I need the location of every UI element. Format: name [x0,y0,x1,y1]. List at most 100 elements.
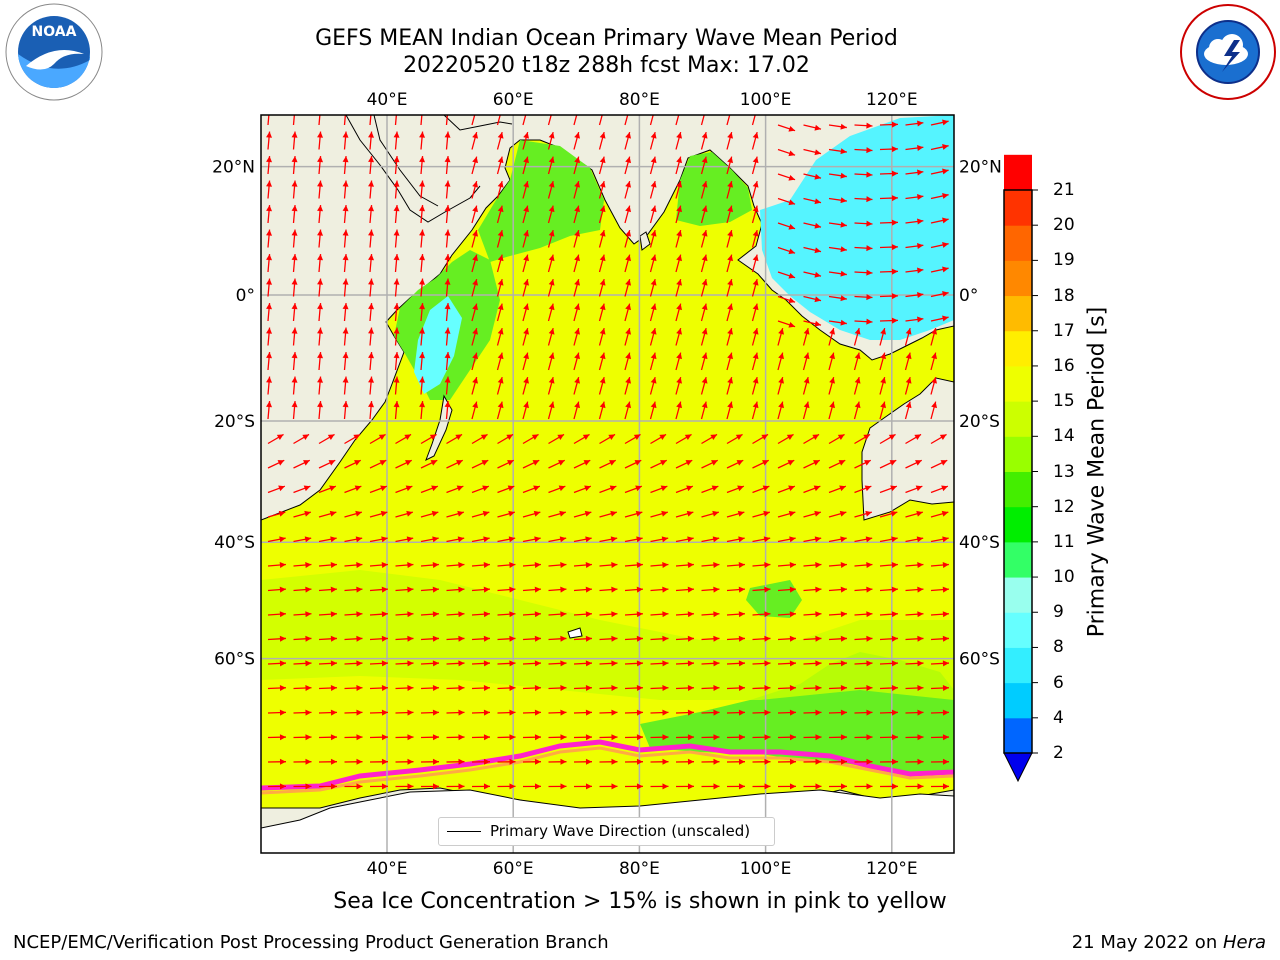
wave-arrow-head [483,536,490,543]
wave-arrow-head [866,709,873,716]
wave-arrow-head [279,734,286,741]
wave-arrow-head [508,510,515,517]
wave-arrow [751,115,756,126]
wave-arrow-head [863,434,871,441]
wave-arrow-head [432,783,439,790]
wave-arrow-head [941,510,949,517]
wave-arrow-head [574,328,581,335]
wave-arrow-head [866,269,873,276]
wave-arrow-head [278,510,286,517]
kerguelen [567,627,583,639]
wave-arrow-head [419,107,425,113]
wave-arrow-head [890,510,898,517]
wave-arrow-head [736,460,744,466]
wave-arrow-head [611,684,618,691]
wave-arrow-head [891,244,898,251]
wave-arrow-head [814,536,822,543]
wave-arrow-head [305,783,312,790]
wave-arrow-head [778,401,785,409]
wave-arrow-head [917,561,924,568]
wave-arrow [292,115,296,126]
wave-arrow-head [789,536,796,543]
wave-arrow-head [701,303,708,311]
wave-arrow-head [379,460,387,466]
wave-arrow-head [625,156,632,164]
wave-arrow [700,115,705,126]
wave-arrow-head [701,254,708,262]
wave-arrow-head [737,510,745,517]
wave-arrow-head [599,303,606,311]
wave-arrow-head [291,327,298,334]
wave-arrow-head [840,246,847,253]
wave-arrow-head [317,205,324,212]
wave-arrow-head [866,561,873,568]
wave-arrow-head [662,561,669,568]
wave-arrow-head [611,660,618,667]
wave-arrow-head [368,180,375,187]
wave-arrow-head [676,401,683,409]
wave-arrow-head [676,377,683,384]
wave-arrow-head [444,352,451,359]
wave-arrow-head [393,131,400,138]
wave-arrow-head [523,401,530,409]
wave-arrow-head [472,132,479,139]
wave-arrow-head [599,401,606,409]
wave-arrow-head [472,205,479,213]
wave-arrow-head [458,734,465,741]
wave-arrow-head [917,611,924,618]
wave-arrow-head [291,131,298,138]
wave-arrow-head [458,660,465,667]
wave-arrow-head [687,536,694,543]
wave-arrow-head [472,108,478,115]
wave-arrow-head [701,205,708,213]
wave-arrow-head [636,684,643,691]
wave-arrow-head [676,156,683,164]
wave-arrow-head [444,303,451,310]
wave-arrow-head [407,586,414,593]
wave-arrow-head [713,783,720,790]
wave-arrow-head [393,401,400,408]
colorbar-tick-label: 8 [1053,637,1064,658]
wave-arrow-head [419,278,426,285]
colorbar-tick-label: 14 [1053,426,1075,447]
wave-arrow-head [393,205,400,212]
wave-arrow-head [789,734,796,741]
wave-arrow-head [815,586,822,593]
wave-arrow-head [609,485,617,492]
wave-arrow-head [738,758,745,765]
colorbar-segment [1004,365,1032,402]
wave-arrow-head [854,377,861,384]
wave-arrow-head [407,635,414,642]
lon-tick-label-top: 100°E [740,90,792,110]
wave-arrow-head [472,254,479,262]
wave-arrow-head [687,611,694,618]
wave-arrow-head [942,119,949,126]
wave-arrow-head [407,684,414,691]
wave-arrow-head [354,485,362,492]
wave-arrow-head [343,107,349,113]
wave-arrow-head [523,254,530,262]
wave-arrow-head [431,510,439,517]
wave-arrow-head [353,434,361,441]
wave-arrow-head [891,611,898,618]
wave-arrow-head [942,217,949,224]
wave-arrow-head [650,401,657,409]
wave-arrow-head [864,460,871,466]
wave-arrow-head [866,684,873,691]
wave-arrow-head [611,635,618,642]
wave-arrow-head [676,181,683,188]
wave-arrow-head [407,561,414,568]
wave-arrow-head [727,156,734,164]
wave-arrow-head [915,485,923,492]
wave-arrow-head [866,245,873,252]
wave-arrow-head [764,684,771,691]
wave-arrow-head [789,561,796,568]
colorbar-segment [1004,612,1032,648]
wave-arrow-head [279,611,286,618]
wave-arrow-head [548,254,555,262]
wave-arrow-head [305,611,312,618]
wave-arrow-head [304,510,311,517]
wave-arrow-head [304,536,312,543]
wave-arrow-head [764,635,771,642]
wave-arrow-head [279,709,286,716]
